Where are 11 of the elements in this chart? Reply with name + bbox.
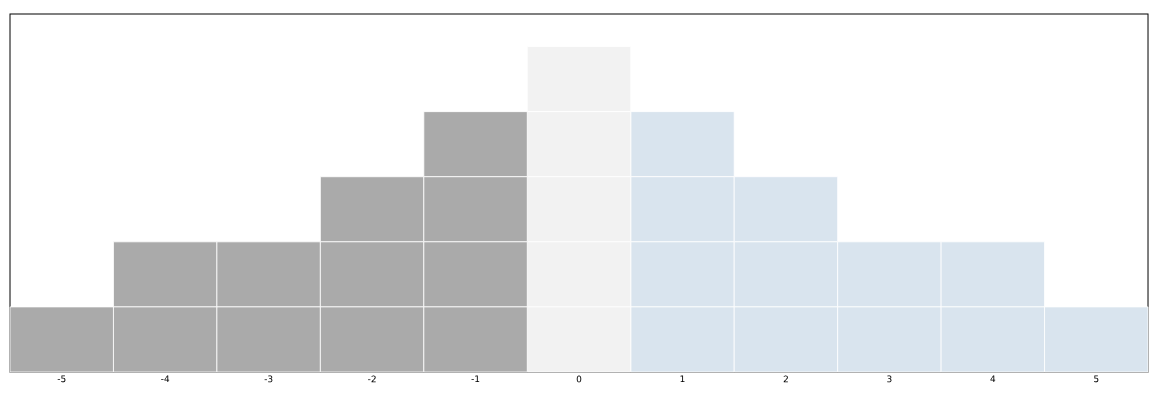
x-tick-label: 0 — [576, 375, 582, 383]
x-tick-label: 4 — [990, 375, 996, 383]
x-tick-label: -3 — [264, 375, 273, 383]
x-tick-label: 3 — [887, 375, 892, 383]
x-tick-label: -2 — [368, 375, 376, 383]
x-tick-label: 1 — [680, 375, 685, 383]
x-tick-label: 2 — [783, 375, 788, 383]
x-tick-label: -4 — [161, 375, 170, 383]
x-tick-label: -5 — [57, 375, 66, 383]
x-tick-label: 5 — [1094, 375, 1099, 383]
x-tick-label: -1 — [471, 375, 480, 383]
